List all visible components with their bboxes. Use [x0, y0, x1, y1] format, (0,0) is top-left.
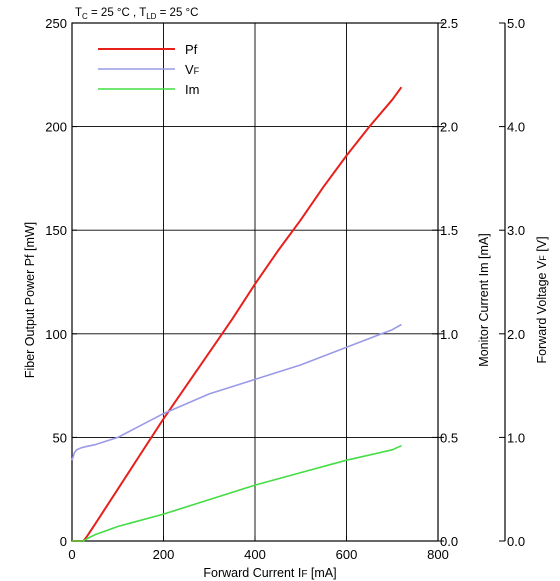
y-voltage-tick-label: 3.0: [507, 223, 525, 238]
y-left-tick-label: 250: [45, 16, 67, 31]
y-voltage-tick-label: 5.0: [507, 16, 525, 31]
series-line-v: [71, 323, 402, 461]
x-axis-label-unit: [mA]: [307, 566, 336, 580]
x-tick-label: 400: [244, 547, 266, 562]
legend-label-pf: Pf: [185, 42, 198, 57]
legend-label-text: Pf: [185, 42, 198, 57]
x-axis-label: Forward Current IF [mA]: [203, 566, 336, 580]
y-monitor-tick-label: 1.5: [440, 223, 458, 238]
condition-tld-symbol: T: [139, 7, 146, 19]
y-monitor-tick-label: 1.0: [440, 327, 458, 342]
conditions-text: TC = 25 °C , TLD = 25 °C: [75, 7, 198, 21]
condition-tld-value: = 25 °C: [156, 7, 198, 19]
legend-label-v: VF: [185, 62, 200, 77]
y-voltage-tick-label: 1.0: [507, 430, 525, 445]
y-voltage-tick-label: 2.0: [507, 327, 525, 342]
legend: Pf VF Im: [98, 42, 200, 97]
y-left-axis-label: Fiber Output Power Pf [mW]: [23, 222, 37, 378]
legend-label-text: Im: [185, 82, 199, 97]
legend-label-text: V: [185, 62, 194, 77]
condition-tld-subscript: LD: [146, 12, 156, 21]
x-axis-ticks: 0 200 400 600 800: [68, 536, 449, 562]
y-left-tick-label: 50: [53, 430, 67, 445]
y-left-tick-label: 0: [60, 534, 67, 549]
data-curves: [71, 86, 403, 542]
condition-tc-subscript: C: [82, 12, 88, 21]
monitor-axis-ticks: 0.0 0.5 1.0 1.5 2.0 2.5: [432, 16, 458, 549]
x-tick-label: 0: [68, 547, 75, 562]
y-monitor-tick-label: 0.0: [440, 534, 458, 549]
voltage-axis-ticks: 0.0 1.0 2.0 3.0 4.0 5.0: [499, 16, 525, 549]
x-tick-label: 200: [153, 547, 175, 562]
y-left-tick-label: 150: [45, 223, 67, 238]
y-monitor-tick-label: 0.5: [440, 430, 458, 445]
x-tick-label: 600: [336, 547, 358, 562]
y-monitor-axis-label: Monitor Current Im [mA]: [477, 233, 491, 366]
y-monitor-tick-label: 2.0: [440, 120, 458, 135]
y-voltage-axis-label: Forward Voltage VF [V]: [535, 236, 549, 363]
legend-label-sub: F: [194, 66, 200, 76]
y-voltage-tick-label: 4.0: [507, 120, 525, 135]
left-axis-ticks: 0 50 100 150 200 250: [45, 16, 77, 549]
axis-frames: [71, 22, 506, 542]
y-voltage-axis-label-unit: [V]: [535, 236, 549, 255]
grid-lines: [72, 23, 438, 541]
legend-label-im: Im: [185, 82, 199, 97]
condition-tc-symbol: T: [75, 7, 82, 19]
y-voltage-tick-label: 0.0: [507, 534, 525, 549]
series-line-im: [72, 444, 402, 542]
x-tick-label: 800: [427, 547, 449, 562]
y-monitor-tick-label: 2.5: [440, 16, 458, 31]
x-axis-label-text: Forward Current I: [203, 566, 301, 580]
y-voltage-axis-label-sub: F: [538, 255, 548, 261]
y-left-tick-label: 100: [45, 327, 67, 342]
x-axis-label-sub: F: [301, 569, 307, 580]
y-voltage-axis-label-text: Forward Voltage V: [535, 260, 549, 363]
y-left-tick-label: 200: [45, 120, 67, 135]
series-line-pf: [72, 86, 403, 542]
condition-tc-value: = 25 °C ,: [88, 7, 139, 19]
